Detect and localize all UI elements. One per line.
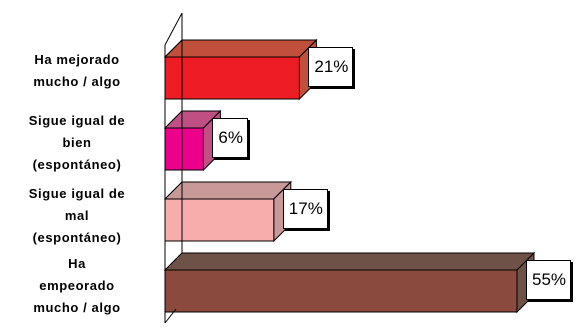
category-label-line: mucho / algo [33, 300, 121, 315]
bar [164, 198, 275, 242]
category-label-line: Sigue igual de [28, 113, 126, 128]
y-axis-top-edge [164, 12, 183, 46]
category-label-line: mucho / algo [33, 74, 121, 89]
category-label-line: (espontáneo) [32, 230, 122, 245]
category-label: Sigue igual de mal (espontáneo) [0, 183, 154, 249]
category-label: Ha mejorado mucho / algo [0, 49, 154, 93]
bar [164, 269, 518, 313]
data-label: 17% [282, 189, 328, 229]
category-label-line: (espontáneo) [32, 157, 122, 172]
category-label: Ha empeorado mucho / algo [0, 253, 154, 319]
data-label: 21% [308, 47, 354, 87]
data-label: 55% [526, 260, 572, 300]
category-label-line: empeorado [39, 278, 115, 293]
bar-top-face [163, 181, 293, 200]
category-label: Sigue igual de bien (espontáneo) [0, 110, 154, 176]
data-label: 6% [212, 118, 248, 158]
category-label-line: mal [64, 208, 90, 223]
category-label-line: Sigue igual de [28, 186, 126, 201]
y-axis-bottom-edge [164, 308, 177, 324]
bar-top-face [163, 39, 318, 58]
bar [164, 56, 300, 100]
category-label-line: Ha [68, 256, 86, 271]
category-label-line: Ha mejorado [34, 52, 120, 67]
bar [164, 127, 204, 171]
bar-top-face [163, 252, 536, 271]
category-label-line: bien [62, 135, 92, 150]
